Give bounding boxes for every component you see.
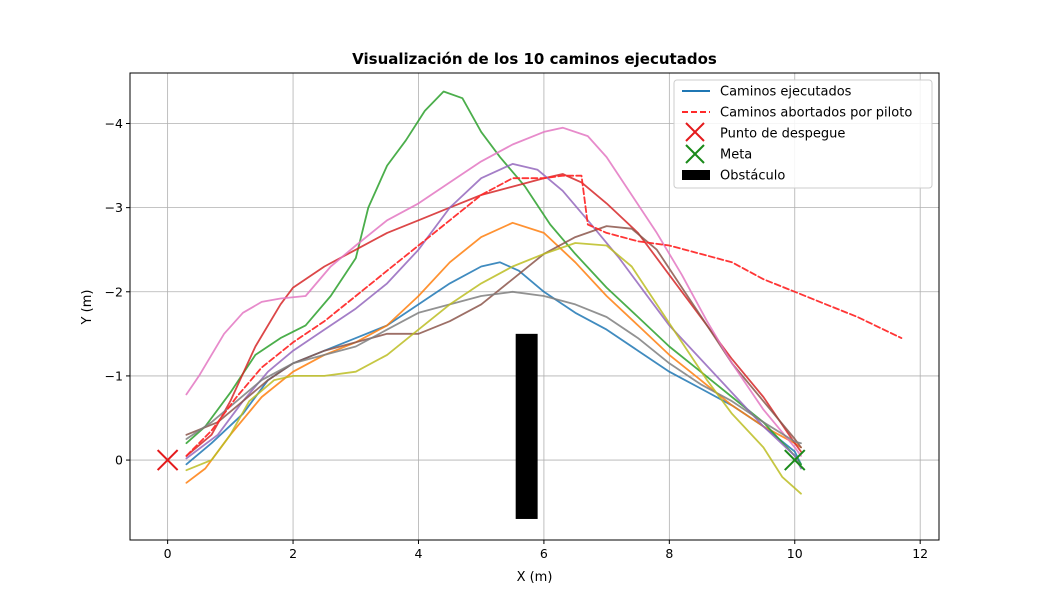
goal-marker-stroke-b xyxy=(784,449,806,471)
series-layer xyxy=(185,90,903,495)
y-tick-label: −1 xyxy=(105,368,123,383)
y-axis-label: Y (m) xyxy=(80,290,95,326)
executed-path-5 xyxy=(185,163,802,470)
y-tick-label: −2 xyxy=(105,284,123,299)
legend-goal-label: Meta xyxy=(720,148,752,163)
y-tick-label: −3 xyxy=(105,200,123,215)
executed-path-7 xyxy=(185,126,802,457)
chart-title: Visualización de los 10 caminos ejecutad… xyxy=(352,50,717,68)
takeoff-marker xyxy=(156,449,179,471)
legend-takeoff-swatch xyxy=(685,122,705,142)
y-tick-label: 0 xyxy=(115,453,123,468)
ticks: 0 2 4 6 8 10 12 0 −1 −2 −3 −4 xyxy=(105,116,929,561)
aborted-path-10 xyxy=(185,174,903,457)
legend-box xyxy=(673,79,933,189)
obstacle-rect xyxy=(515,333,538,519)
takeoff-marker-stroke-b xyxy=(156,449,179,471)
legend-aborted-label: Caminos abortados por piloto xyxy=(720,106,912,121)
executed-path-9 xyxy=(185,242,802,495)
x-tick-label: 12 xyxy=(912,546,928,561)
legend-obstacle-label: Obstáculo xyxy=(720,169,785,184)
x-tick-label: 10 xyxy=(787,546,803,561)
legend-takeoff-label: Punto de despegue xyxy=(720,127,845,142)
x-tick-label: 8 xyxy=(665,546,673,561)
legend-obstacle-swatch xyxy=(682,170,710,180)
obstacle-layer xyxy=(515,333,538,519)
goal-marker xyxy=(784,449,806,471)
legend-executed-label: Caminos ejecutados xyxy=(720,85,852,100)
plot-frame xyxy=(129,72,940,541)
legend: Caminos ejecutados Caminos abortados por… xyxy=(673,79,933,189)
x-tick-label: 6 xyxy=(540,546,548,561)
x-tick-label: 2 xyxy=(289,546,297,561)
legend-goal-swatch xyxy=(685,144,705,164)
x-tick-label: 0 xyxy=(164,546,172,561)
y-tick-label: −4 xyxy=(105,116,123,131)
markers-layer xyxy=(156,449,806,471)
executed-path-6 xyxy=(185,225,802,449)
executed-path-3 xyxy=(185,90,802,466)
x-axis-label: X (m) xyxy=(517,570,553,585)
x-tick-label: 4 xyxy=(415,546,423,561)
